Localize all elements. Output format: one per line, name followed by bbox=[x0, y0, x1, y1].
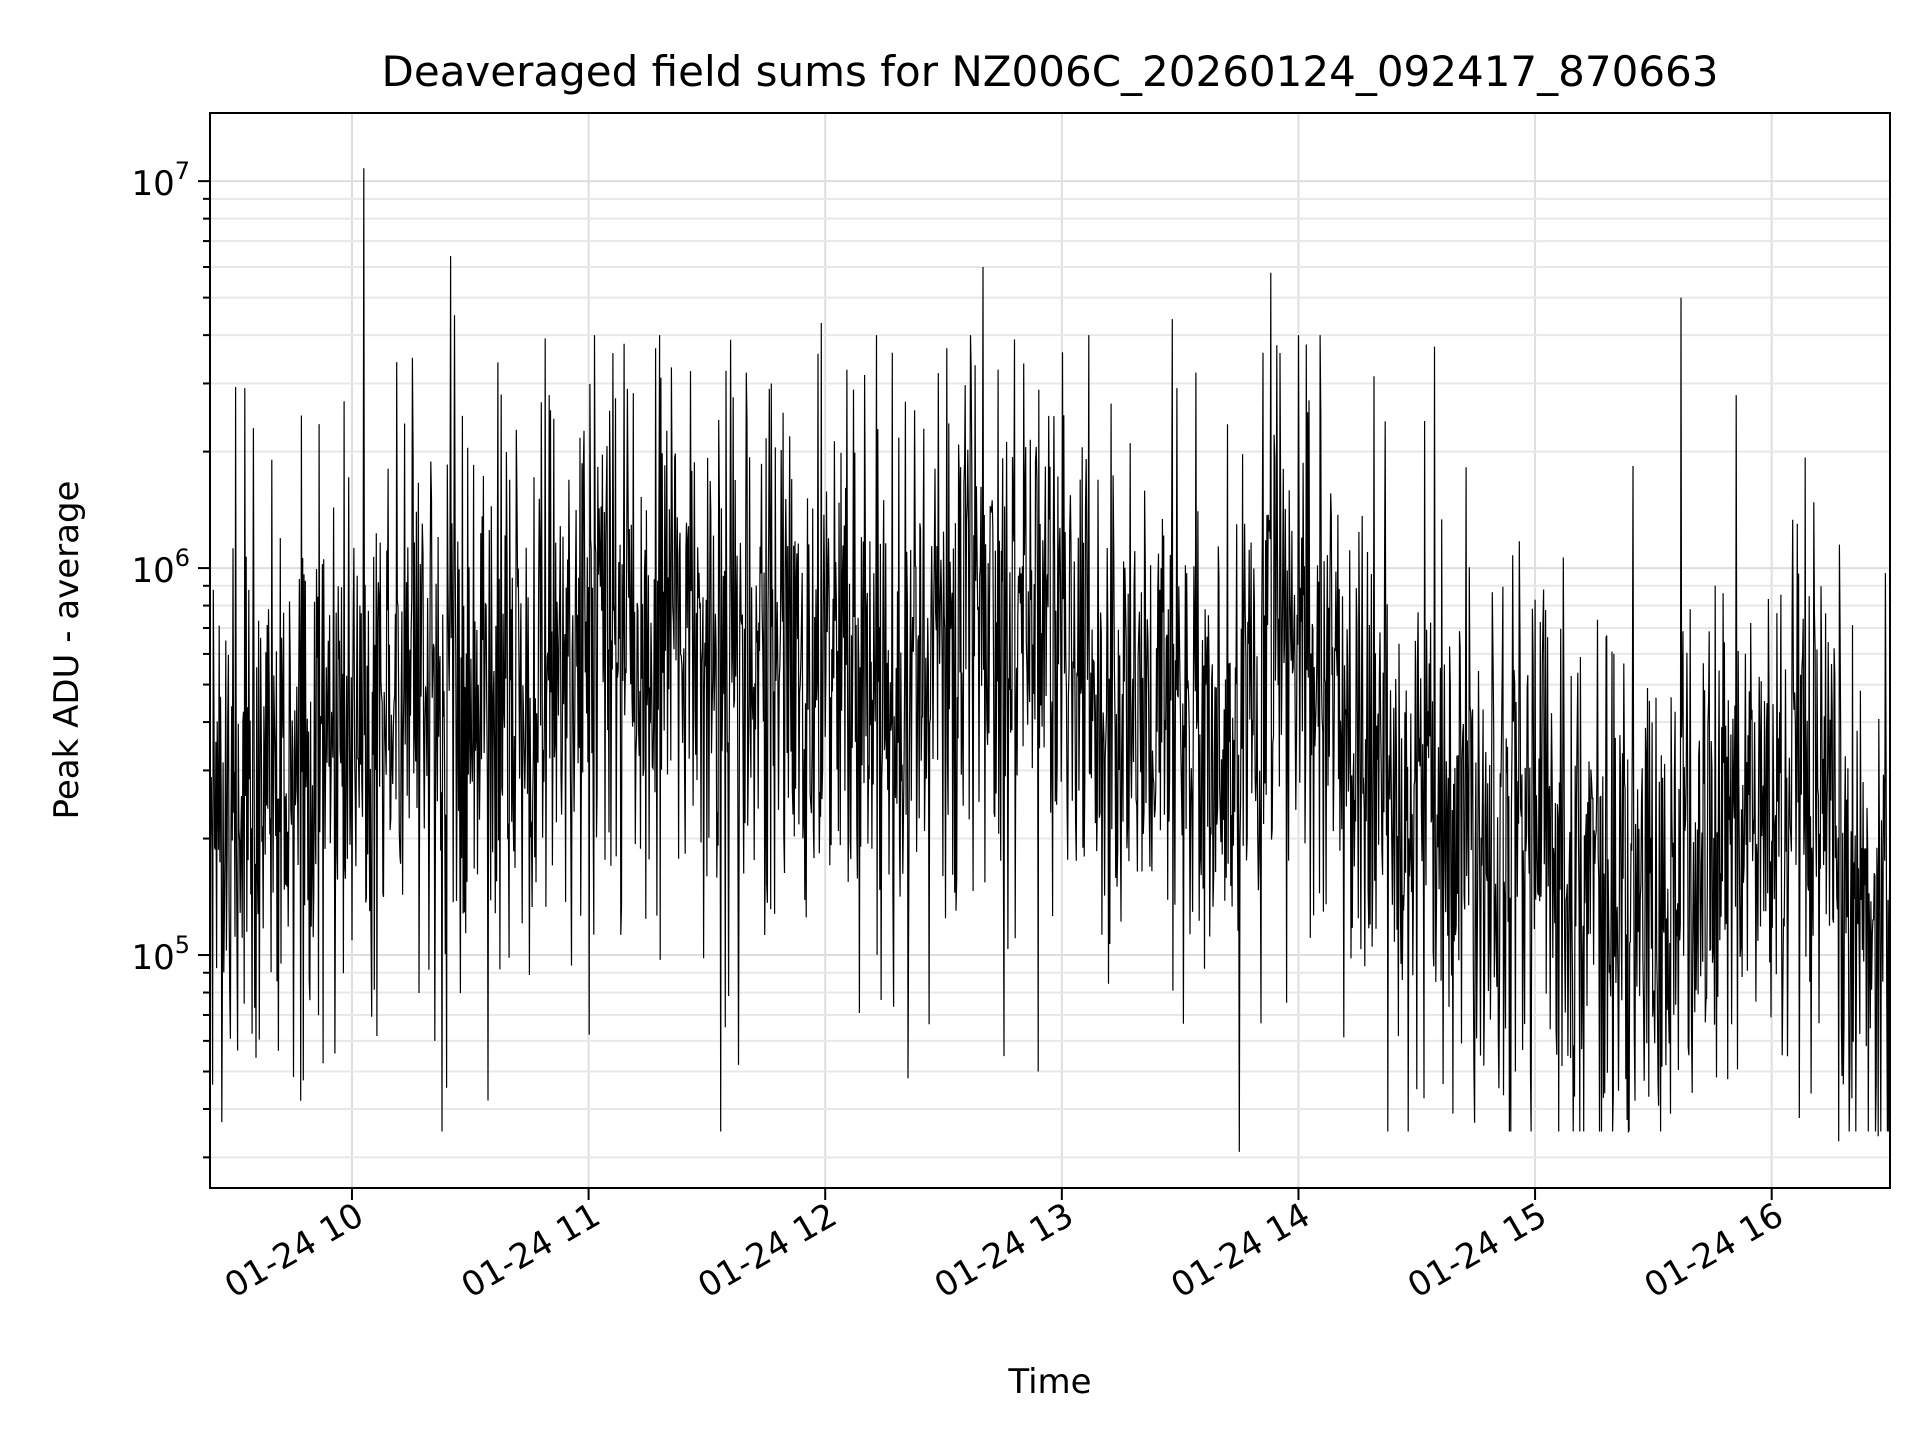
y-axis-label: Peak ADU - average bbox=[47, 481, 87, 820]
series-group bbox=[209, 168, 1891, 1152]
y-tick-label: 105 bbox=[131, 931, 190, 978]
y-axis: 105 106 107 bbox=[131, 157, 210, 1159]
plot-frame bbox=[209, 112, 1891, 1189]
series-line bbox=[209, 168, 1891, 1152]
x-axis-label: Time bbox=[1007, 1362, 1091, 1402]
chart-title: Deaveraged field sums for NZ006C_2026012… bbox=[382, 47, 1719, 96]
y-tick-label: 107 bbox=[131, 157, 190, 204]
y-tick-label: 106 bbox=[131, 544, 190, 591]
